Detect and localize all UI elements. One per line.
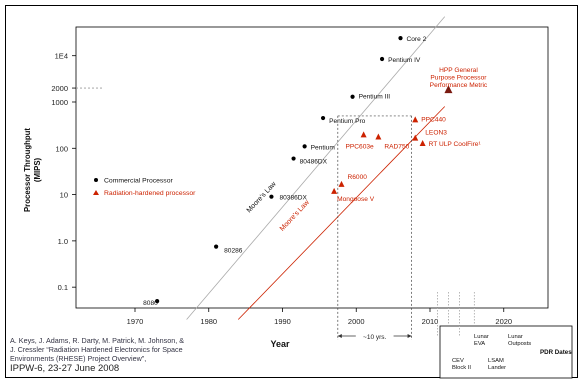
radhard-point — [444, 85, 453, 94]
citation: A. Keys, J. Adams, R. Darty, M. Patrick,… — [10, 336, 340, 373]
plot-area — [75, 26, 549, 309]
x-axis-label: Year — [270, 339, 290, 349]
legend-commercial-marker — [94, 178, 98, 182]
commercial-point — [398, 36, 403, 41]
pdr-item-label: Lunar Outposts — [508, 334, 531, 347]
radhard-point-label: Mongoose V — [337, 196, 375, 203]
commercial-point-label: 80386DX — [279, 195, 307, 202]
pdr-item-label: LSAM Lander — [488, 358, 506, 371]
commercial-point-label: 8080 — [143, 300, 158, 307]
radhard-point-label: HPP General Purpose Processor Performance … — [430, 67, 488, 89]
radhard-point-label: R6000 — [348, 174, 368, 181]
citation-line-1: A. Keys, J. Adams, R. Darty, M. Patrick,… — [10, 336, 185, 345]
commercial-point-label: 80486DX — [300, 159, 328, 166]
radhard-point-label: RAD750 — [384, 143, 409, 150]
citation-venue: IPPW-6, 23-27 June 2008 — [10, 363, 120, 374]
span-label: ~10 yrs. — [363, 334, 386, 341]
pdr-item-label: Lunar EVA — [474, 334, 489, 347]
radhard-point — [331, 187, 338, 194]
commercial-point-label: Pentium Pro — [329, 118, 366, 125]
legend-commercial-label: Commercial Processor — [104, 178, 173, 185]
citation-line-3: Environments (RHESE) Project Overview”, — [10, 354, 147, 363]
x-tick-label: 2020 — [495, 317, 512, 326]
y-tick-label: 0.1 — [58, 283, 68, 292]
x-tick-label: 1970 — [127, 317, 144, 326]
commercial-point — [155, 299, 160, 304]
span-arrowhead-right — [407, 334, 412, 338]
y-tick-label: 10 — [60, 191, 68, 200]
pdr-title: PDR Dates — [540, 349, 572, 356]
radhard-point — [419, 140, 426, 147]
commercial-point-label: Pentium IV — [388, 57, 421, 64]
x-tick-label: 2010 — [422, 317, 439, 326]
y-tick-label: 1E4 — [55, 52, 68, 61]
y-tick-label: 2000 — [51, 84, 68, 93]
y-axis-label: Processor Throughput(MIPS) — [23, 128, 42, 212]
pdr-box — [439, 325, 573, 379]
moores-law-line — [186, 16, 446, 320]
y-tick-label: 1.0 — [58, 237, 68, 246]
commercial-point — [320, 115, 326, 121]
radhard-point — [375, 133, 382, 140]
commercial-point-label: Core 2 — [407, 36, 427, 43]
commercial-point — [291, 156, 296, 161]
radhard-point — [338, 180, 345, 187]
commercial-point-label: 80286 — [224, 248, 243, 255]
y-tick-label: 100 — [55, 144, 68, 153]
commercial-point-label: Pentium III — [359, 94, 391, 101]
commercial-point — [214, 244, 219, 249]
moores-law-line — [237, 106, 446, 320]
radhard-point — [412, 116, 419, 123]
radhard-point — [412, 134, 419, 141]
span-arrowhead-left — [337, 334, 342, 338]
commercial-point — [269, 194, 274, 199]
x-tick-label: 1980 — [200, 317, 217, 326]
commercial-point — [350, 94, 355, 99]
commercial-point-label: Pentium — [311, 144, 336, 151]
radhard-point-label: RT ULP CoolFire¹ — [429, 141, 482, 148]
radhard-point-label: LEON3 — [425, 130, 447, 137]
y-tick-label: 1000 — [51, 98, 68, 107]
citation-line-2: J. Cressler “Radiation Hardened Electron… — [10, 345, 183, 354]
outer-frame — [5, 5, 578, 378]
radhard-point-label: PPC603e — [346, 143, 375, 150]
x-tick-label: 1990 — [274, 317, 291, 326]
commercial-point — [379, 56, 385, 62]
x-tick-label: 2000 — [348, 317, 365, 326]
commercial-point — [302, 144, 307, 149]
radhard-point-label: PPC440 — [421, 116, 446, 123]
pdr-item-label: CEV Block II — [452, 358, 471, 371]
radhard-point — [360, 131, 367, 138]
legend-radhard-marker — [93, 190, 99, 195]
moores-law-label: Moore's Law — [279, 198, 312, 232]
legend-radhard-label: Radiation-hardened processor — [104, 190, 196, 197]
